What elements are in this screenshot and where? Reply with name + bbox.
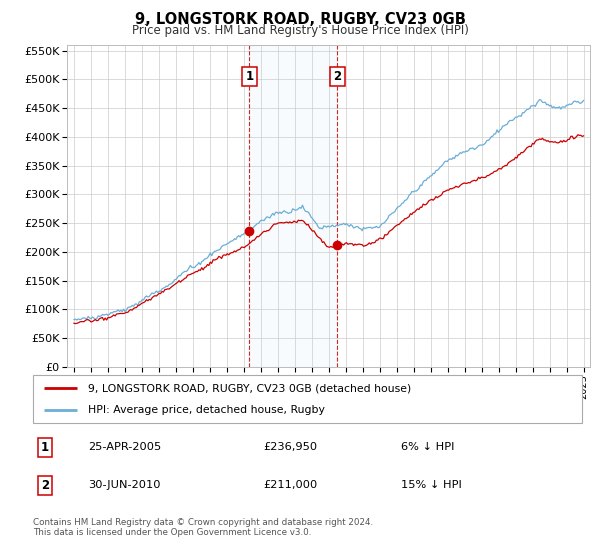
Text: 30-JUN-2010: 30-JUN-2010 (88, 480, 160, 490)
Text: £211,000: £211,000 (263, 480, 318, 490)
Text: £236,950: £236,950 (263, 442, 318, 452)
Text: Price paid vs. HM Land Registry's House Price Index (HPI): Price paid vs. HM Land Registry's House … (131, 24, 469, 36)
Text: 25-APR-2005: 25-APR-2005 (88, 442, 161, 452)
Text: 1: 1 (245, 70, 253, 83)
Text: HPI: Average price, detached house, Rugby: HPI: Average price, detached house, Rugb… (88, 405, 325, 415)
Bar (250, 45, 337, 367)
Text: Contains HM Land Registry data © Crown copyright and database right 2024.
This d: Contains HM Land Registry data © Crown c… (33, 518, 373, 538)
FancyBboxPatch shape (33, 375, 582, 423)
Text: 15% ↓ HPI: 15% ↓ HPI (401, 480, 462, 490)
Text: 2: 2 (333, 70, 341, 83)
Text: 1: 1 (41, 441, 49, 454)
Text: 2: 2 (41, 479, 49, 492)
Text: 6% ↓ HPI: 6% ↓ HPI (401, 442, 454, 452)
Text: 9, LONGSTORK ROAD, RUGBY, CV23 0GB: 9, LONGSTORK ROAD, RUGBY, CV23 0GB (134, 12, 466, 27)
Text: 9, LONGSTORK ROAD, RUGBY, CV23 0GB (detached house): 9, LONGSTORK ROAD, RUGBY, CV23 0GB (deta… (88, 383, 411, 393)
